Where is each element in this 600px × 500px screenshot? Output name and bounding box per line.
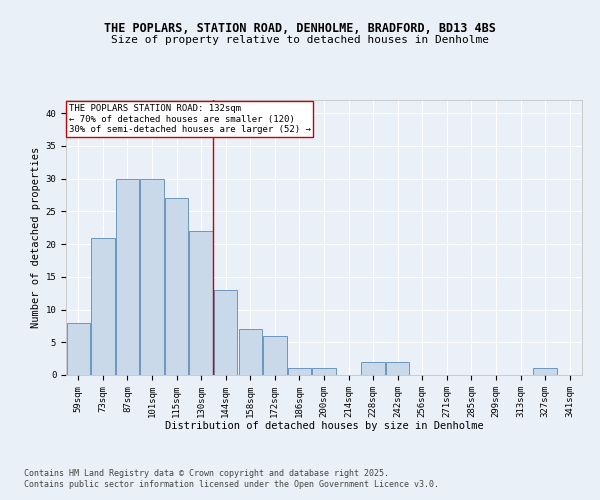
Text: Contains HM Land Registry data © Crown copyright and database right 2025.: Contains HM Land Registry data © Crown c… [24, 469, 389, 478]
Bar [386, 362, 409, 375]
Bar [67, 322, 90, 375]
Bar [313, 368, 335, 375]
Bar [190, 231, 213, 375]
Bar [140, 178, 164, 375]
X-axis label: Distribution of detached houses by size in Denholme: Distribution of detached houses by size … [164, 421, 484, 431]
Y-axis label: Number of detached properties: Number of detached properties [31, 147, 41, 328]
Bar [533, 368, 557, 375]
Bar [214, 290, 238, 375]
Text: THE POPLARS, STATION ROAD, DENHOLME, BRADFORD, BD13 4BS: THE POPLARS, STATION ROAD, DENHOLME, BRA… [104, 22, 496, 36]
Bar [116, 178, 139, 375]
Bar [361, 362, 385, 375]
Text: THE POPLARS STATION ROAD: 132sqm
← 70% of detached houses are smaller (120)
30% : THE POPLARS STATION ROAD: 132sqm ← 70% o… [68, 104, 310, 134]
Text: Contains public sector information licensed under the Open Government Licence v3: Contains public sector information licen… [24, 480, 439, 489]
Bar [165, 198, 188, 375]
Bar [91, 238, 115, 375]
Bar [263, 336, 287, 375]
Text: Size of property relative to detached houses in Denholme: Size of property relative to detached ho… [111, 35, 489, 45]
Bar [239, 329, 262, 375]
Bar [288, 368, 311, 375]
